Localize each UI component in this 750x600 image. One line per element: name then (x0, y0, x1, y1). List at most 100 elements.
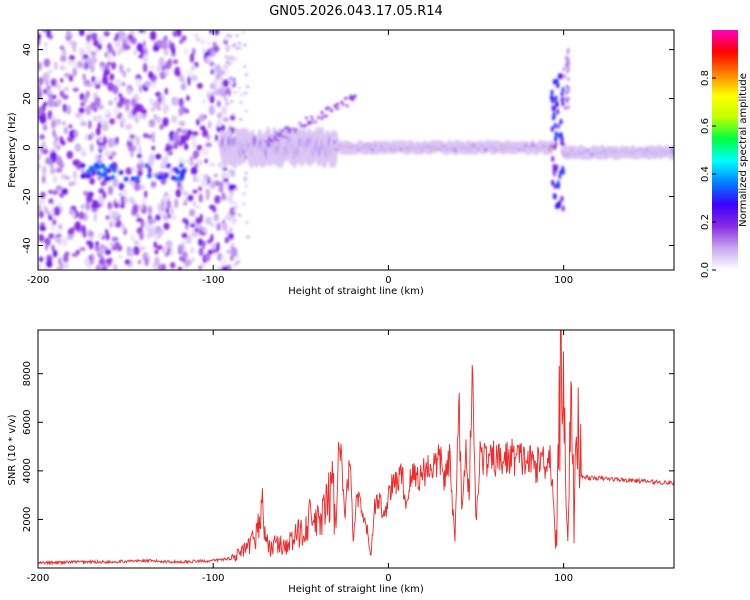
spectrogram-cell (202, 129, 209, 138)
spectrogram-cell (109, 118, 116, 125)
spectrogram-cell (162, 246, 166, 254)
spectrogram-cell (239, 101, 243, 104)
spectrogram-cell (276, 138, 280, 142)
spectrogram-cell (47, 110, 53, 120)
spectrogram-cell (230, 247, 238, 257)
spectrogram-cell (159, 71, 165, 80)
spectrogram-cell (233, 201, 237, 205)
spectrogram-cell (132, 246, 140, 256)
spectrogram-cell (134, 103, 141, 112)
snr-x-label: Height of straight line (km) (288, 584, 424, 595)
spectrogram-cell (129, 37, 136, 43)
spectrogram-cell (139, 246, 145, 251)
spectrogram-cell (89, 143, 94, 153)
spectrogram-cell (244, 109, 248, 113)
spectrogram-cell (72, 67, 77, 77)
spectrogram-cell (280, 129, 284, 133)
spectrogram-cell (238, 213, 242, 217)
spectrogram-cell (285, 126, 289, 130)
spectrogram-cell (56, 229, 63, 235)
spectrogram-cell (95, 165, 101, 170)
spectrogram-cell (80, 163, 86, 169)
spectrogram-cell (561, 86, 565, 93)
spectrogram-cell (114, 241, 121, 250)
spectrogram-cell (179, 244, 185, 254)
spectrogram-cell (135, 78, 141, 87)
spectrogram-cell (340, 100, 344, 104)
spectrogram-cell (294, 127, 298, 131)
spectrogram-cell (552, 163, 556, 170)
spectrogram-cell (171, 47, 176, 55)
spectrogram-cell (86, 33, 91, 43)
spectrogram-cell (83, 76, 87, 87)
spectrogram-cell (170, 175, 176, 181)
spectrogram-cell (163, 222, 170, 230)
spectrogram-cell (116, 101, 123, 109)
spectrogram-cell (139, 231, 144, 241)
spectrogram-cell (127, 247, 134, 257)
spectrogram-cell (129, 196, 134, 205)
spectrogram-cell (283, 135, 287, 139)
spectrogram-cell (79, 247, 86, 252)
spectrogram-cell (154, 249, 159, 255)
colorbar-bar (712, 30, 738, 270)
spectrogram-cell (232, 242, 235, 246)
spectrogram-cell (227, 169, 231, 173)
spectrogram-cell (111, 236, 119, 242)
spectrogram-cell (47, 97, 55, 108)
spectrogram-x-tick-label: 0 (385, 275, 391, 286)
spectrogram-cell (190, 257, 196, 263)
spectrogram-cell (60, 54, 67, 63)
spectrogram-cell (55, 118, 61, 126)
spectrogram-cell (64, 72, 71, 78)
spectrogram-cell (202, 240, 206, 249)
spectrogram-cell (179, 256, 184, 262)
spectrogram-cell (130, 236, 137, 242)
spectrogram-cell (88, 240, 94, 250)
spectrogram-cell (67, 59, 74, 66)
spectrogram-cell (214, 195, 221, 204)
spectrogram-cell (104, 109, 110, 116)
spectrogram-cell (148, 97, 155, 106)
spectrogram-cell (57, 236, 62, 245)
spectrogram-cell (106, 168, 112, 174)
snr-y-tick-label: 6000 (22, 410, 33, 435)
spectrogram-cell (137, 169, 143, 177)
spectrogram-cell (214, 85, 219, 91)
spectrogram-cell (190, 223, 196, 228)
spectrogram-cell (216, 119, 223, 128)
spectrogram-cell (88, 255, 92, 261)
spectrogram-cell (554, 131, 558, 138)
spectrogram-cell (52, 249, 58, 258)
spectrogram-cell (93, 48, 100, 54)
spectrogram-cell (95, 84, 100, 89)
spectrogram-cell (90, 204, 98, 209)
spectrogram-cell (111, 61, 117, 70)
spectrogram-cell (565, 62, 569, 67)
spectrogram-cell (68, 55, 75, 61)
spectrogram-cell (156, 245, 163, 250)
spectrogram-cell (552, 78, 556, 85)
spectrogram-cell (245, 220, 249, 224)
spectrogram-cell (62, 94, 69, 100)
spectrogram-cell (195, 224, 203, 229)
spectrogram-cell (267, 143, 271, 147)
spectrogram-cell (154, 235, 160, 241)
spectrogram-cell (61, 49, 65, 57)
spectrogram-cell (226, 33, 230, 37)
spectrogram-cell (233, 90, 237, 94)
spectrogram-cell (211, 91, 215, 97)
spectrogram-cell (115, 136, 119, 144)
spectrogram-cell (336, 102, 340, 106)
spectrogram-cell (150, 218, 157, 224)
spectrogram-cell (99, 187, 103, 194)
spectrogram-cell (167, 213, 171, 219)
spectrogram-cell (224, 222, 228, 226)
spectrogram-cell (40, 191, 46, 199)
spectrogram-cell (214, 76, 218, 87)
spectrogram-cell (195, 217, 199, 224)
spectrogram-cell (169, 249, 174, 256)
spectrogram-cell (129, 134, 135, 139)
spectrogram-cell (121, 82, 126, 87)
spectrogram-cell (137, 157, 141, 165)
